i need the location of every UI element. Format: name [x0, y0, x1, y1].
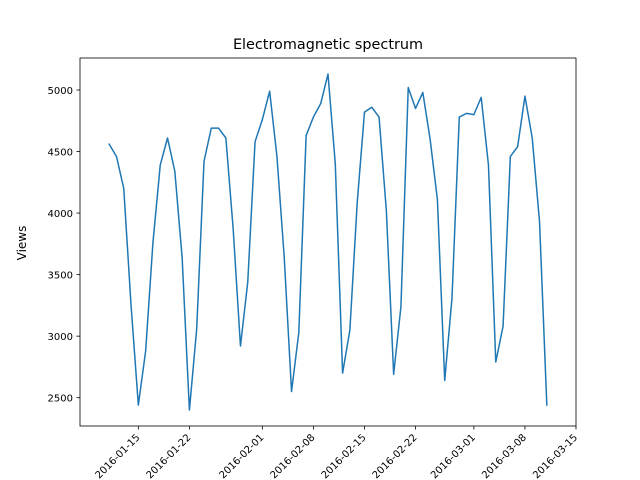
- chart-title: Electromagnetic spectrum: [233, 37, 423, 53]
- y-tick-label-5: 5000: [48, 86, 73, 97]
- axes-frame: [79, 57, 577, 427]
- y-tick-label-3: 4000: [48, 209, 73, 220]
- y-tick-label-4: 4500: [48, 148, 73, 159]
- series-line-0: [108, 73, 548, 411]
- y-tick-label-2: 3500: [48, 271, 73, 282]
- y-axis-label: Views: [15, 226, 29, 261]
- y-tick-label-1: 3000: [48, 332, 73, 343]
- y-tick-label-0: 2500: [48, 394, 73, 405]
